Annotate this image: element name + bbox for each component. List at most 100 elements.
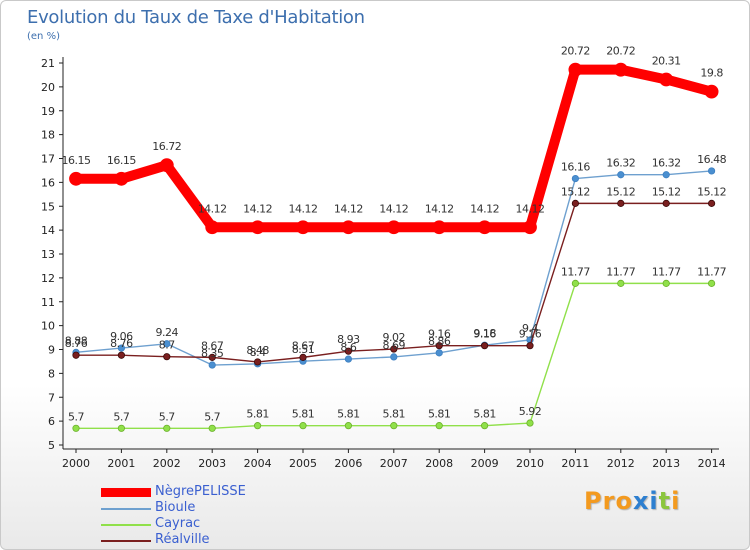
data-label-negrepelisse: 16.72 [152, 140, 181, 153]
point-cayrac [208, 424, 216, 432]
logo-letter: o [615, 487, 633, 515]
point-negrepelisse [432, 220, 447, 235]
point-negrepelisse [250, 220, 265, 235]
point-cayrac [299, 422, 307, 430]
data-label-bioule: 8.88 [65, 334, 88, 347]
y-tick-label: 17 [41, 153, 55, 166]
y-tick-label: 6 [48, 415, 55, 428]
data-label-bioule: 16.32 [652, 157, 681, 170]
data-label-realville: 8.76 [65, 337, 88, 350]
y-tick-label: 11 [41, 296, 55, 309]
data-label-realville: 15.12 [561, 185, 590, 198]
legend: NègrePELISSE Bioule Cayrac Réalville [101, 484, 361, 549]
point-negrepelisse [386, 220, 401, 235]
point-realville [344, 347, 352, 355]
point-bioule [208, 361, 216, 369]
y-tick-label: 18 [41, 129, 55, 142]
data-label-cayrac: 5.7 [204, 410, 220, 423]
data-label-cayrac: 11.77 [652, 265, 681, 278]
data-label-cayrac: 5.81 [383, 408, 406, 421]
legend-swatch-cayrac [101, 524, 151, 526]
legend-label-realville: Réalville [155, 532, 210, 547]
data-label-cayrac: 5.81 [246, 408, 269, 421]
data-label-bioule: 9.24 [156, 326, 179, 339]
data-label-realville: 8.67 [292, 339, 315, 352]
point-bioule [117, 344, 126, 352]
logo-letter: x [632, 487, 650, 515]
data-label-negrepelisse: 20.72 [561, 45, 590, 58]
point-cayrac [254, 422, 262, 430]
data-label-cayrac: 11.77 [606, 265, 635, 278]
data-label-bioule: 9.4 [522, 322, 538, 335]
y-tick-label: 12 [41, 272, 55, 285]
data-label-realville: 15.12 [606, 185, 635, 198]
legend-item-realville: Réalville [101, 532, 361, 549]
point-realville [390, 345, 398, 353]
data-label-negrepelisse: 14.12 [470, 202, 499, 215]
x-tick-label: 2005 [289, 457, 317, 470]
logo-letter: t [658, 487, 672, 515]
x-tick-label: 2001 [107, 457, 135, 470]
legend-item-negrepelisse: NègrePELISSE [101, 484, 361, 501]
chart-title: Evolution du Taux de Taxe d'Habitation [27, 7, 365, 28]
data-label-bioule: 9.18 [473, 327, 496, 340]
y-tick-label: 16 [41, 176, 55, 189]
point-negrepelisse [523, 220, 537, 235]
data-label-realville: 9.16 [473, 328, 496, 341]
point-cayrac [617, 279, 625, 287]
y-tick-label: 14 [41, 224, 55, 237]
point-cayrac [526, 419, 534, 427]
data-label-negrepelisse: 16.15 [62, 154, 91, 167]
data-label-cayrac: 11.77 [697, 265, 726, 278]
data-label-cayrac: 5.7 [113, 410, 129, 423]
x-tick-label: 2003 [198, 457, 226, 470]
y-tick-label: 10 [41, 320, 55, 333]
legend-label-cayrac: Cayrac [155, 516, 201, 531]
data-label-bioule: 16.16 [561, 161, 590, 174]
data-label-realville: 8.93 [337, 333, 360, 346]
point-negrepelisse [205, 220, 220, 235]
x-tick-label: 2010 [516, 457, 544, 470]
point-cayrac [344, 422, 352, 430]
point-realville [117, 351, 126, 359]
point-realville [72, 351, 80, 359]
point-realville [254, 358, 262, 366]
point-realville [163, 353, 171, 361]
data-label-negrepelisse: 20.72 [606, 45, 635, 58]
x-tick-label: 2011 [561, 457, 589, 470]
legend-label-bioule: Bioule [155, 500, 196, 515]
point-cayrac [390, 422, 398, 430]
y-tick-label: 20 [41, 81, 55, 94]
data-label-bioule: 8.35 [201, 347, 224, 360]
point-bioule [707, 167, 716, 175]
y-tick-label: 19 [41, 105, 55, 118]
data-label-bioule: 8.4 [250, 346, 266, 359]
point-negrepelisse [159, 158, 174, 173]
data-label-bioule: 16.48 [697, 153, 726, 166]
data-label-realville: 8.48 [246, 344, 269, 357]
point-bioule [163, 340, 171, 348]
x-tick-label: 2006 [334, 457, 362, 470]
data-label-negrepelisse: 19.8 [700, 67, 723, 80]
data-label-negrepelisse: 20.31 [652, 54, 681, 67]
point-cayrac [163, 424, 171, 432]
y-tick-label: 9 [48, 344, 55, 357]
point-realville [480, 342, 489, 350]
point-negrepelisse [477, 220, 492, 235]
legend-item-cayrac: Cayrac [101, 516, 361, 533]
data-label-negrepelisse: 16.15 [107, 154, 136, 167]
x-tick-label: 2008 [425, 457, 453, 470]
data-label-negrepelisse: 14.12 [289, 202, 318, 215]
data-label-realville: 8.7 [159, 339, 175, 352]
y-tick-label: 8 [48, 367, 55, 380]
legend-item-bioule: Bioule [101, 500, 361, 517]
point-cayrac [435, 422, 443, 430]
logo-letter: i [671, 487, 681, 515]
data-label-negrepelisse: 14.12 [243, 202, 272, 215]
point-realville [571, 199, 580, 207]
data-label-cayrac: 11.77 [561, 265, 590, 278]
x-tick-label: 2007 [380, 457, 408, 470]
point-realville [299, 353, 307, 361]
